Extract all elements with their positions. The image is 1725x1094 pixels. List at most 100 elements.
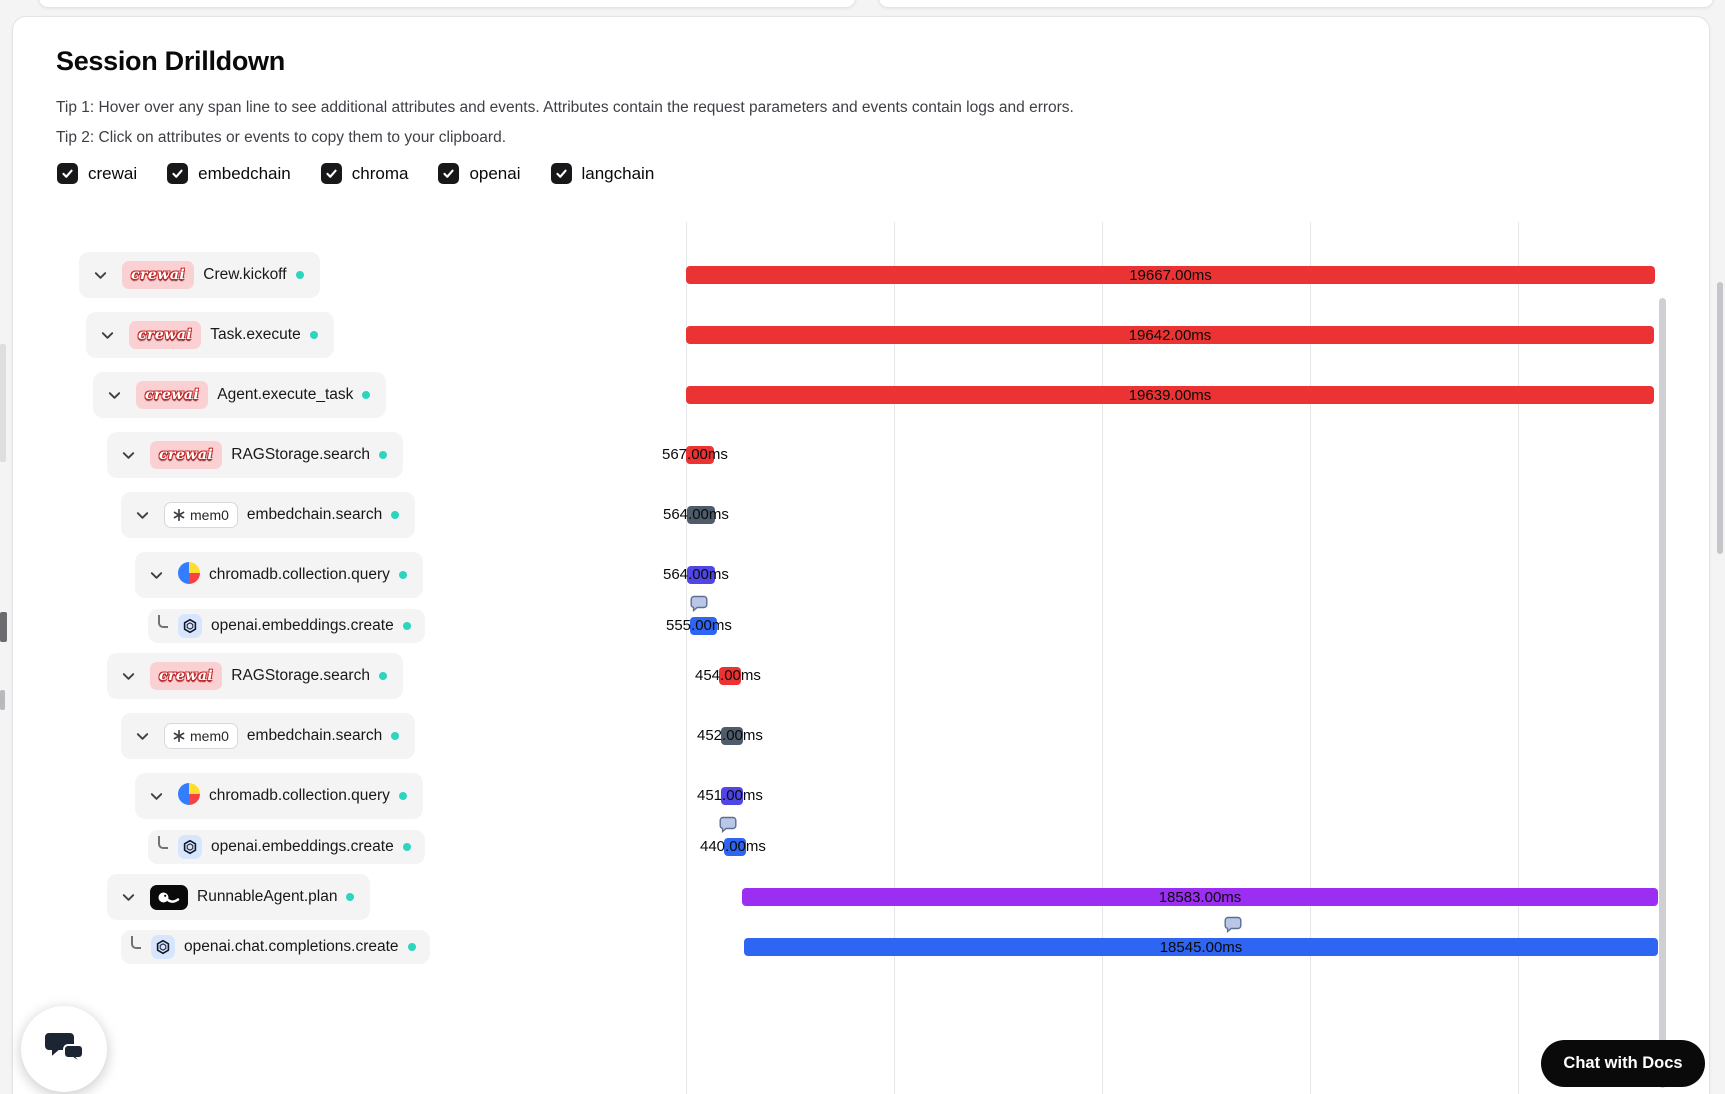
checkbox-checked-icon[interactable] (550, 163, 572, 184)
mem0-logo-badge: mem0 (164, 502, 238, 528)
span-duration-bar[interactable]: 19639.00ms (686, 386, 1654, 404)
tree-connector-icon (158, 614, 168, 628)
span-name: embedchain.search (246, 506, 383, 523)
vendor-badge-slot (178, 613, 202, 639)
span-label-pill[interactable]: openai.embeddings.create (148, 609, 425, 643)
crewai-logo-badge: crewai (150, 441, 223, 469)
span-duration-bar[interactable]: 19642.00ms (686, 326, 1654, 344)
status-dot (398, 571, 407, 579)
event-bubble-icon[interactable] (690, 595, 708, 617)
span-duration-bar[interactable] (724, 838, 746, 856)
crewai-logo-badge: crewai (129, 321, 202, 349)
chroma-logo-icon (178, 782, 200, 805)
span-name: openai.chat.completions.create (184, 938, 399, 955)
chevron-down-icon[interactable] (115, 884, 141, 910)
vendor-badge-slot: crewai (150, 441, 223, 469)
span-duration-bar[interactable] (686, 446, 714, 464)
page-scrollbar-thumb[interactable] (1717, 282, 1723, 554)
check-icon (172, 169, 183, 178)
openai-logo-icon (178, 613, 202, 638)
clipped-edge-artifact (0, 690, 5, 710)
filter-checkbox-crewai[interactable]: crewai (57, 163, 137, 184)
chroma-logo-icon (178, 561, 200, 584)
span-label-pill[interactable]: chromadb.collection.query (135, 773, 423, 819)
span-label-pill[interactable]: RunnableAgent.plan (107, 874, 371, 920)
check-icon (62, 169, 73, 178)
checkbox-checked-icon[interactable] (167, 163, 189, 184)
chevron-down-icon[interactable] (115, 663, 141, 689)
chevron-down-icon[interactable] (94, 322, 120, 348)
span-label-pill[interactable]: openai.embeddings.create (148, 830, 425, 864)
span-label-pill[interactable]: crewai Crew.kickoff (79, 252, 320, 298)
span-name: embedchain.search (246, 727, 383, 744)
chevron-down-icon[interactable] (129, 502, 155, 528)
tip-2-text: Tip 2: Click on attributes or events to … (56, 129, 506, 146)
status-dot (378, 672, 387, 680)
chevron-down-icon[interactable] (87, 262, 113, 288)
span-label-pill[interactable]: mem0 embedchain.search (121, 492, 416, 538)
clipped-edge-artifact (0, 612, 7, 642)
vendor-badge-slot (178, 561, 200, 589)
chevron-down-icon[interactable] (101, 382, 127, 408)
mem0-logo-text: mem0 (190, 507, 229, 523)
checkbox-checked-icon[interactable] (438, 163, 460, 184)
span-label-pill[interactable]: openai.chat.completions.create (121, 930, 430, 964)
event-bubble-icon[interactable] (719, 816, 737, 838)
span-label-pill[interactable]: crewai Task.execute (86, 312, 334, 358)
clipped-card-left (38, 0, 856, 8)
filter-checkbox-langchain[interactable]: langchain (550, 163, 654, 184)
vendor-badge-slot (150, 884, 188, 910)
span-label-pill[interactable]: crewai RAGStorage.search (107, 653, 403, 699)
span-duration-bar[interactable] (690, 617, 717, 635)
span-duration-label: 18545.00ms (1159, 938, 1243, 956)
span-label-pill[interactable]: chromadb.collection.query (135, 552, 423, 598)
span-name: Agent.execute_task (217, 386, 354, 403)
openai-logo-icon (151, 934, 175, 959)
span-label-pill[interactable]: crewai RAGStorage.search (107, 432, 403, 478)
checkbox-checked-icon[interactable] (320, 163, 342, 184)
span-name: chromadb.collection.query (209, 566, 390, 583)
span-duration-bar[interactable] (719, 667, 741, 685)
event-bubble-icon[interactable] (1224, 916, 1242, 938)
span-duration-bar[interactable] (721, 787, 743, 805)
trace-vertical-scrollbar[interactable] (1659, 298, 1666, 1088)
span-label-pill[interactable]: crewai Agent.execute_task (93, 372, 387, 418)
vendor-badge-slot: crewai (136, 381, 209, 409)
chat-with-docs-button[interactable]: Chat with Docs (1541, 1040, 1705, 1087)
vendor-badge-slot (178, 782, 200, 810)
chevron-down-icon[interactable] (129, 723, 155, 749)
clipped-card-right (878, 0, 1714, 8)
span-duration-bar[interactable]: 18545.00ms (744, 938, 1658, 956)
chevron-down-icon[interactable] (143, 783, 169, 809)
chevron-down-icon[interactable] (143, 562, 169, 588)
span-duration-bar[interactable] (721, 727, 743, 745)
crewai-logo-text: crewai (145, 387, 200, 403)
span-duration-bar[interactable]: 19667.00ms (686, 266, 1655, 284)
span-name: RunnableAgent.plan (197, 888, 338, 905)
span-label-pill[interactable]: mem0 embedchain.search (121, 713, 416, 759)
filter-checkbox-openai[interactable]: openai (438, 163, 521, 184)
mem0-asterisk-icon (173, 509, 185, 521)
langchain-logo-badge (150, 884, 188, 910)
crewai-logo-badge: crewai (150, 662, 223, 690)
chat-widget-button[interactable] (21, 1006, 107, 1092)
clipped-edge-artifact (0, 344, 6, 462)
status-dot (398, 792, 407, 800)
check-icon (326, 169, 337, 178)
filter-checkbox-embedchain[interactable]: embedchain (167, 163, 291, 184)
filter-checkbox-chroma[interactable]: chroma (320, 163, 408, 184)
span-name: Task.execute (210, 326, 301, 343)
span-duration-bar[interactable] (687, 566, 715, 584)
span-duration-bar[interactable] (687, 506, 715, 524)
filter-label: crewai (88, 163, 138, 183)
openai-logo-icon (178, 834, 202, 859)
crewai-logo-text: crewai (138, 327, 193, 343)
span-duration-bar[interactable]: 18583.00ms (742, 888, 1658, 906)
status-dot (391, 511, 400, 519)
crewai-logo-text: crewai (159, 668, 214, 684)
status-dot (391, 732, 400, 740)
vendor-badge-slot: crewai (122, 261, 195, 289)
checkbox-checked-icon[interactable] (57, 163, 78, 184)
chevron-down-icon[interactable] (115, 442, 141, 468)
